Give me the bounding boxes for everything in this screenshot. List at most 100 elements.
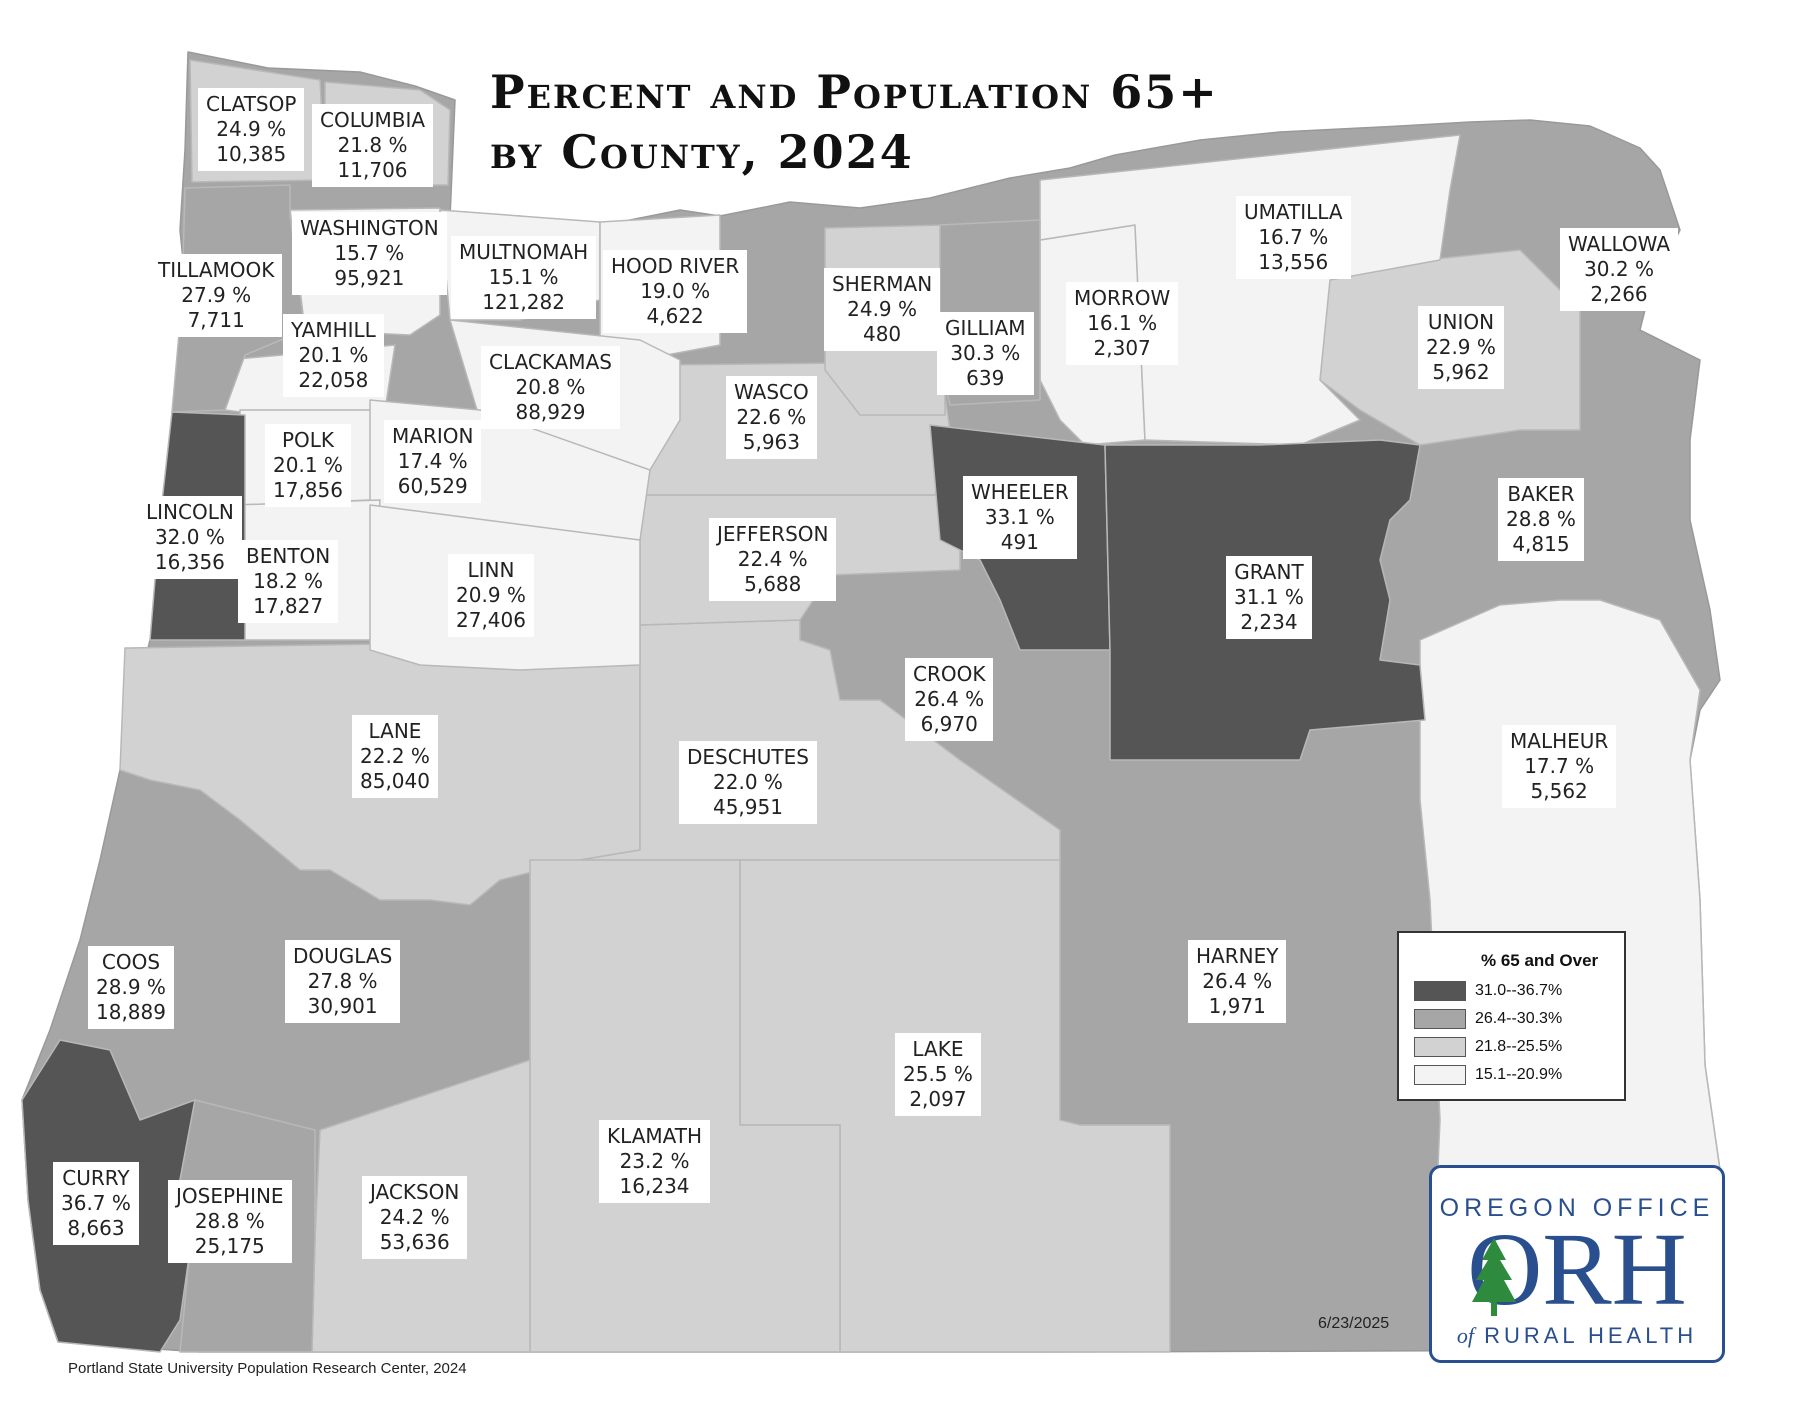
- county-pop: 7,711: [187, 308, 245, 332]
- legend-swatch: [1414, 1037, 1466, 1057]
- county-pop: 16,356: [154, 550, 225, 574]
- county-label-deschutes: DESCHUTES 22.0 % 45,951: [679, 741, 817, 824]
- county-pop: 8,663: [67, 1216, 125, 1240]
- county-pop: 30,901: [307, 994, 378, 1018]
- county-pop: 121,282: [482, 290, 565, 314]
- county-pct: 16.7 %: [1258, 225, 1329, 249]
- county-label-wheeler: WHEELER 33.1 % 491: [963, 476, 1077, 559]
- county-label-hood-river: HOOD RIVER 19.0 % 4,622: [603, 250, 748, 333]
- logo-of: of: [1456, 1323, 1474, 1348]
- county-label-gilliam: GILLIAM 30.3 % 639: [937, 312, 1034, 395]
- county-label-curry: CURRY 36.7 % 8,663: [53, 1162, 139, 1245]
- county-pop: 17,856: [273, 478, 343, 502]
- county-pct: 16.1 %: [1087, 311, 1158, 335]
- logo-rural-health: RURAL HEALTH: [1484, 1323, 1698, 1348]
- map-title: Percent and Population 65+ by County, 20…: [490, 62, 1219, 182]
- logo-bottom-text: of RURAL HEALTH: [1432, 1323, 1722, 1349]
- county-pop: 5,688: [744, 572, 802, 596]
- county-pop: 88,929: [515, 400, 586, 424]
- county-pop: 11,706: [337, 158, 408, 182]
- county-pct: 28.9 %: [96, 975, 166, 999]
- map-date: 6/23/2025: [1318, 1315, 1390, 1332]
- county-pop: 4,815: [1512, 532, 1570, 556]
- county-pop: 5,562: [1530, 779, 1588, 803]
- legend-title: % 65 and Over: [1481, 951, 1599, 970]
- map-title-line-1: Percent and Population 65+: [490, 65, 1219, 119]
- legend-item: 26.4--30.3%: [1414, 1009, 1614, 1031]
- county-name: CURRY: [62, 1166, 130, 1190]
- legend-range: 31.0--36.7%: [1475, 982, 1563, 999]
- county-name: WALLOWA: [1568, 232, 1671, 256]
- county-name: MULTNOMAH: [459, 240, 589, 264]
- county-pop: 95,921: [334, 266, 405, 290]
- county-pop: 16,234: [619, 1174, 690, 1198]
- county-pct: 27.9 %: [181, 283, 252, 307]
- county-name: JACKSON: [370, 1180, 460, 1204]
- county-label-clackamas: CLACKAMAS 20.8 % 88,929: [481, 346, 620, 429]
- county-pop: 18,889: [96, 1000, 166, 1024]
- county-label-yamhill: YAMHILL 20.1 % 22,058: [283, 314, 384, 397]
- county-pct: 20.8 %: [515, 375, 586, 399]
- county-name: COLUMBIA: [320, 108, 426, 132]
- county-name: LINCOLN: [146, 500, 234, 524]
- county-name: LAKE: [912, 1037, 964, 1061]
- county-label-lake: LAKE 25.5 % 2,097: [895, 1033, 981, 1116]
- legend-range: 26.4--30.3%: [1475, 1010, 1563, 1027]
- county-pct: 20.1 %: [273, 453, 343, 477]
- county-pop: 22,058: [298, 368, 369, 392]
- county-pct: 15.1 %: [488, 265, 559, 289]
- county-name: GILLIAM: [945, 316, 1026, 340]
- county-pct: 24.9 %: [847, 297, 918, 321]
- county-pop: 2,234: [1240, 610, 1298, 634]
- legend-item: 31.0--36.7%: [1414, 981, 1614, 1003]
- county-pct: 20.1 %: [298, 343, 369, 367]
- map-title-line-2: by County, 2024: [490, 125, 914, 179]
- county-pct: 27.8 %: [307, 969, 378, 993]
- county-pop: 53,636: [379, 1230, 450, 1254]
- county-name: COOS: [101, 950, 161, 974]
- legend-swatch: [1414, 1065, 1466, 1085]
- county-name: WASHINGTON: [300, 216, 439, 240]
- county-label-tillamook: TILLAMOOK 27.9 % 7,711: [150, 254, 283, 337]
- county-label-sherman: SHERMAN 24.9 % 480: [824, 268, 941, 351]
- county-pct: 15.7 %: [334, 241, 405, 265]
- county-pct: 31.1 %: [1234, 585, 1304, 609]
- logo-top-text: OREGON OFFICE: [1439, 1194, 1715, 1222]
- county-name: TILLAMOOK: [158, 258, 275, 282]
- county-name: POLK: [281, 428, 335, 452]
- county-name: KLAMATH: [607, 1124, 703, 1148]
- county-name: UNION: [1427, 310, 1495, 334]
- county-pct: 32.0 %: [154, 525, 225, 549]
- county-pop: 45,951: [712, 795, 783, 819]
- county-name: WHEELER: [971, 480, 1069, 504]
- county-label-benton: BENTON 18.2 % 17,827: [238, 540, 339, 623]
- county-name: JOSEPHINE: [176, 1184, 284, 1208]
- county-name: BENTON: [246, 544, 331, 568]
- county-name: CLACKAMAS: [489, 350, 612, 374]
- county-label-morrow: MORROW 16.1 % 2,307: [1066, 282, 1179, 365]
- county-label-clatsop: CLATSOP 24.9 % 10,385: [198, 88, 305, 171]
- county-name: DOUGLAS: [293, 944, 393, 968]
- county-name: CROOK: [913, 662, 986, 686]
- county-name: BAKER: [1507, 482, 1575, 506]
- county-pct: 25.5 %: [903, 1062, 973, 1086]
- county-label-polk: POLK 20.1 % 17,856: [265, 424, 351, 507]
- county-pct: 36.7 %: [61, 1191, 131, 1215]
- orh-logo: OREGON OFFICE ORH of RURAL HEALTH: [1429, 1165, 1725, 1363]
- county-pct: 22.9 %: [1426, 335, 1496, 359]
- county-pct: 33.1 %: [984, 505, 1055, 529]
- tree-icon: [1472, 1238, 1516, 1316]
- county-pct: 21.8 %: [337, 133, 408, 157]
- county-pop: 10,385: [216, 142, 287, 166]
- county-pct: 22.0 %: [713, 770, 783, 794]
- county-label-klamath: KLAMATH 23.2 % 16,234: [599, 1120, 711, 1203]
- county-pop: 2,266: [1590, 282, 1648, 306]
- county-name: WASCO: [734, 380, 809, 404]
- county-name: MALHEUR: [1510, 729, 1609, 753]
- county-name: DESCHUTES: [687, 745, 809, 769]
- county-label-lane: LANE 22.2 % 85,040: [352, 715, 438, 798]
- county-pct: 23.2 %: [619, 1149, 690, 1173]
- legend-range: 15.1--20.9%: [1475, 1066, 1563, 1083]
- county-label-columbia: COLUMBIA 21.8 % 11,706: [312, 104, 434, 187]
- county-name: JEFFERSON: [717, 522, 829, 546]
